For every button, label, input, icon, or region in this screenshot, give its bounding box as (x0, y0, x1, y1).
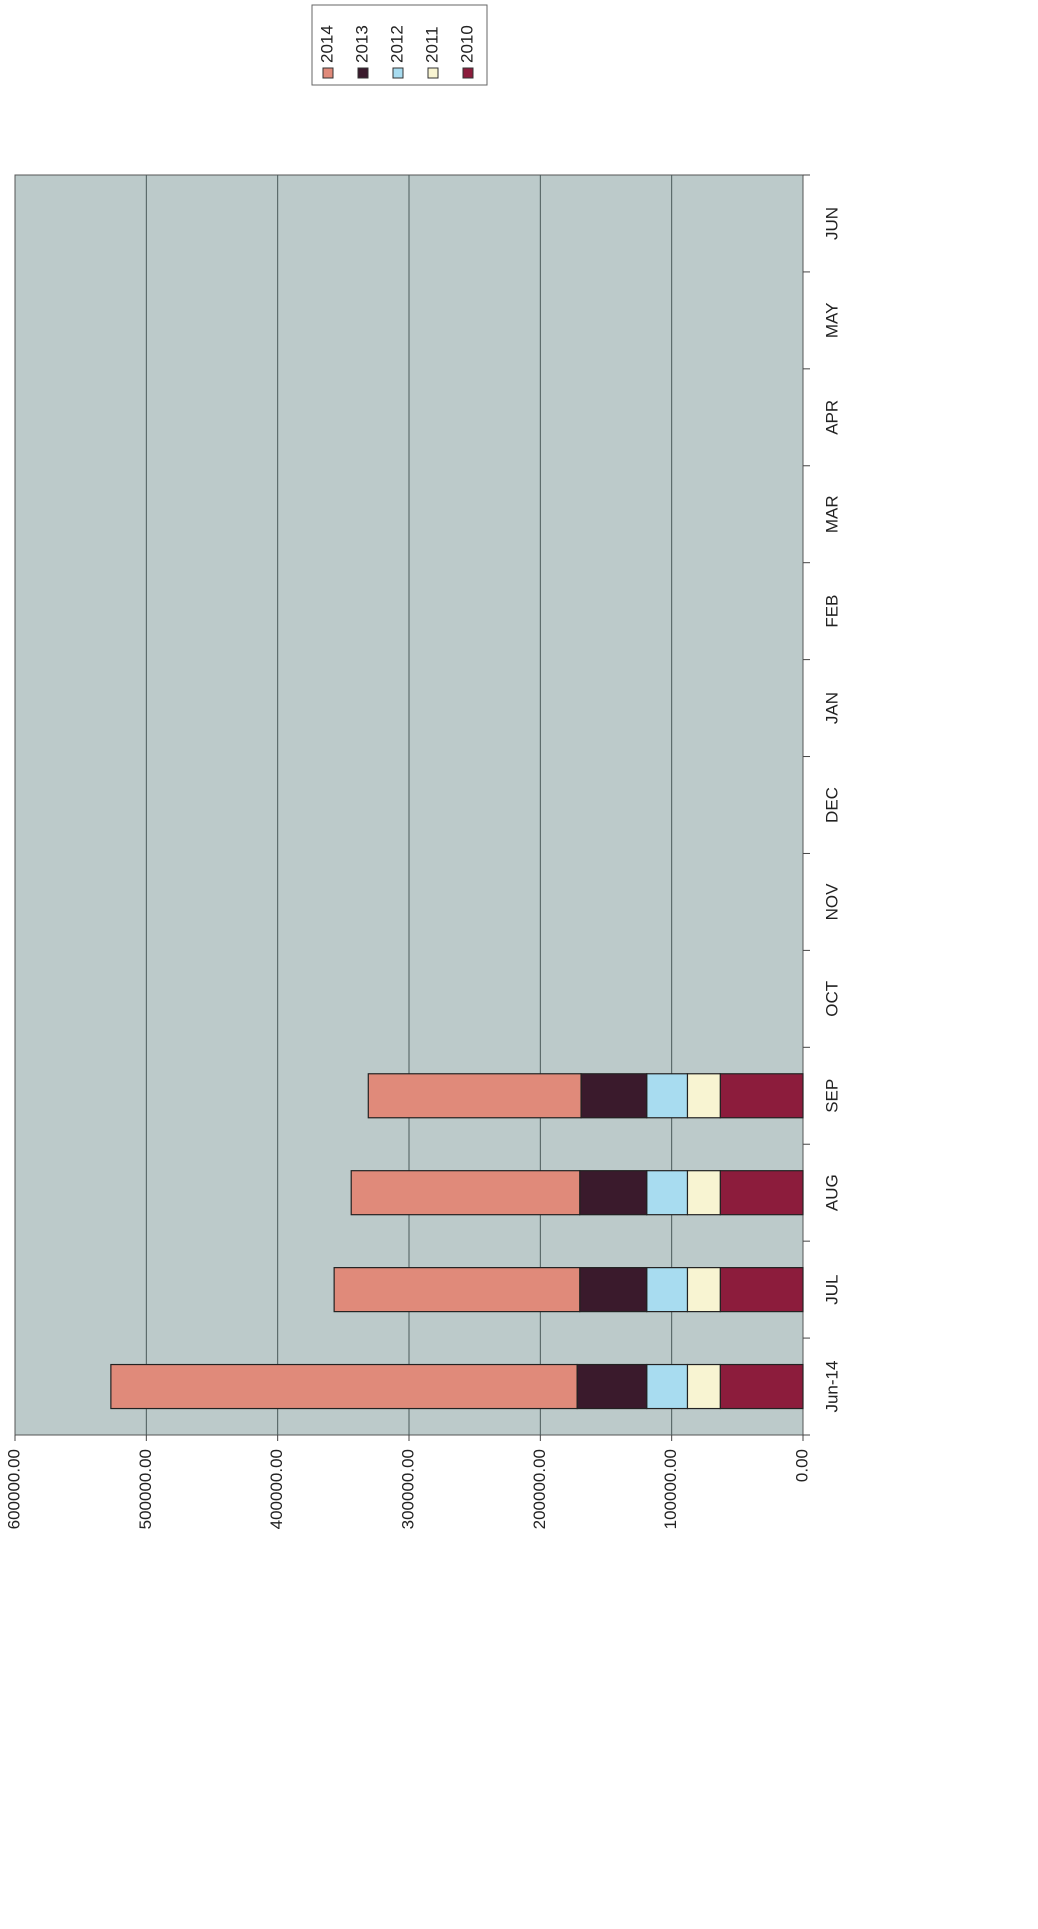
bar-segment (646, 1170, 689, 1216)
x-tick-label: JUN (822, 207, 841, 240)
legend-swatch (427, 67, 439, 79)
legend-swatch (462, 67, 474, 79)
x-tick-label: FEB (822, 595, 841, 628)
bar-segment (646, 1267, 689, 1313)
bar-segment (580, 1073, 648, 1119)
bar-segment (576, 1363, 648, 1410)
bar-segment (686, 1363, 721, 1410)
legend-swatch (392, 67, 404, 79)
x-tick-label: MAR (822, 495, 841, 533)
x-tick-label: Jun-14 (822, 1361, 841, 1413)
legend: 2014 2013 2012 2011 2010 (317, 25, 476, 79)
legend-label: 2011 (422, 26, 441, 63)
y-tick-label: 600000.00 (4, 1449, 23, 1529)
legend-swatch (322, 67, 334, 79)
bar-segment (686, 1170, 721, 1216)
bar-segment (719, 1363, 804, 1410)
legend-label: 2014 (317, 25, 336, 63)
bar-segment (646, 1073, 689, 1119)
x-tick-label: AUG (822, 1174, 841, 1211)
x-tick-label: DEC (822, 787, 841, 823)
legend-label: 2010 (457, 25, 476, 63)
x-tick-label: JUL (822, 1274, 841, 1304)
x-tick-label: SEP (822, 1079, 841, 1113)
bar-segment (367, 1073, 582, 1119)
legend-label: 2012 (387, 25, 406, 63)
y-tick-label: 400000.00 (267, 1449, 286, 1529)
y-tick-label: 100000.00 (661, 1449, 680, 1529)
bar-segment (719, 1073, 804, 1119)
bar-segment (333, 1267, 581, 1313)
legend-swatch (357, 67, 369, 79)
x-tick-label: MAY (822, 303, 841, 339)
y-tick-label: 500000.00 (136, 1449, 155, 1529)
x-tick-label: APR (822, 400, 841, 435)
bar-segment (686, 1267, 721, 1313)
y-tick-label: 200000.00 (530, 1449, 549, 1529)
bar-segment (579, 1170, 648, 1216)
bar-segment (719, 1170, 804, 1216)
legend-label: 2013 (352, 25, 371, 63)
bar-segment (579, 1267, 648, 1313)
x-tick-label: OCT (822, 981, 841, 1017)
bar-segment (110, 1363, 578, 1410)
bar-segment (646, 1363, 689, 1410)
x-tick-label: NOV (822, 883, 841, 921)
bar-segment (350, 1170, 581, 1216)
y-tick-label: 0.00 (792, 1449, 811, 1482)
y-tick-label: 300000.00 (398, 1449, 417, 1529)
bar-segment (719, 1267, 804, 1313)
x-tick-label: JAN (822, 692, 841, 724)
bar-segment (686, 1073, 721, 1119)
